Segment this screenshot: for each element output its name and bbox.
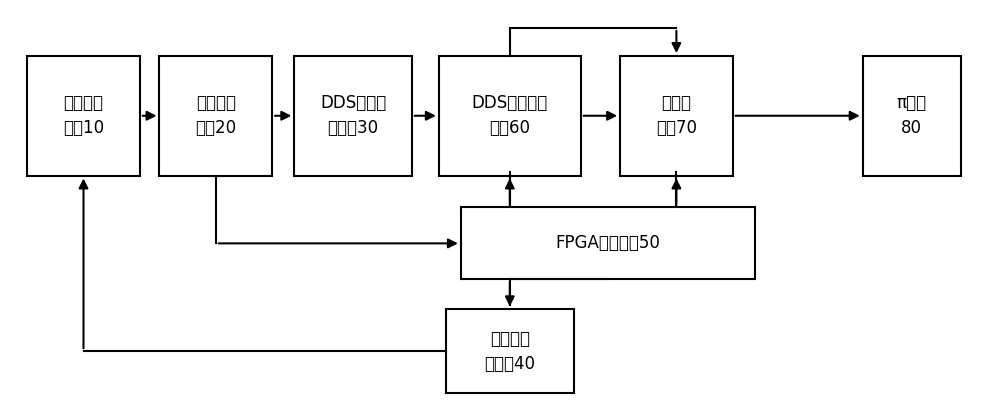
Text: 时钟分配
电路20: 时钟分配 电路20	[195, 94, 236, 137]
Bar	[863, 56, 961, 175]
Text: DDS时钟产
生电路30: DDS时钟产 生电路30	[320, 94, 386, 137]
Bar	[294, 56, 412, 175]
Bar	[159, 56, 272, 175]
Bar	[439, 56, 581, 175]
Text: FPGA控制电路50: FPGA控制电路50	[555, 234, 660, 252]
Text: π网络
80: π网络 80	[897, 94, 927, 137]
Bar	[27, 56, 140, 175]
Text: DDS频率合成
电路60: DDS频率合成 电路60	[472, 94, 548, 137]
Text: 恒温压控
晶振10: 恒温压控 晶振10	[63, 94, 104, 137]
Text: 上变频本
振电路40: 上变频本 振电路40	[484, 330, 535, 372]
Bar	[461, 208, 755, 279]
Bar	[620, 56, 733, 175]
Text: 程控衰
减器70: 程控衰 减器70	[656, 94, 697, 137]
Bar	[446, 309, 574, 393]
